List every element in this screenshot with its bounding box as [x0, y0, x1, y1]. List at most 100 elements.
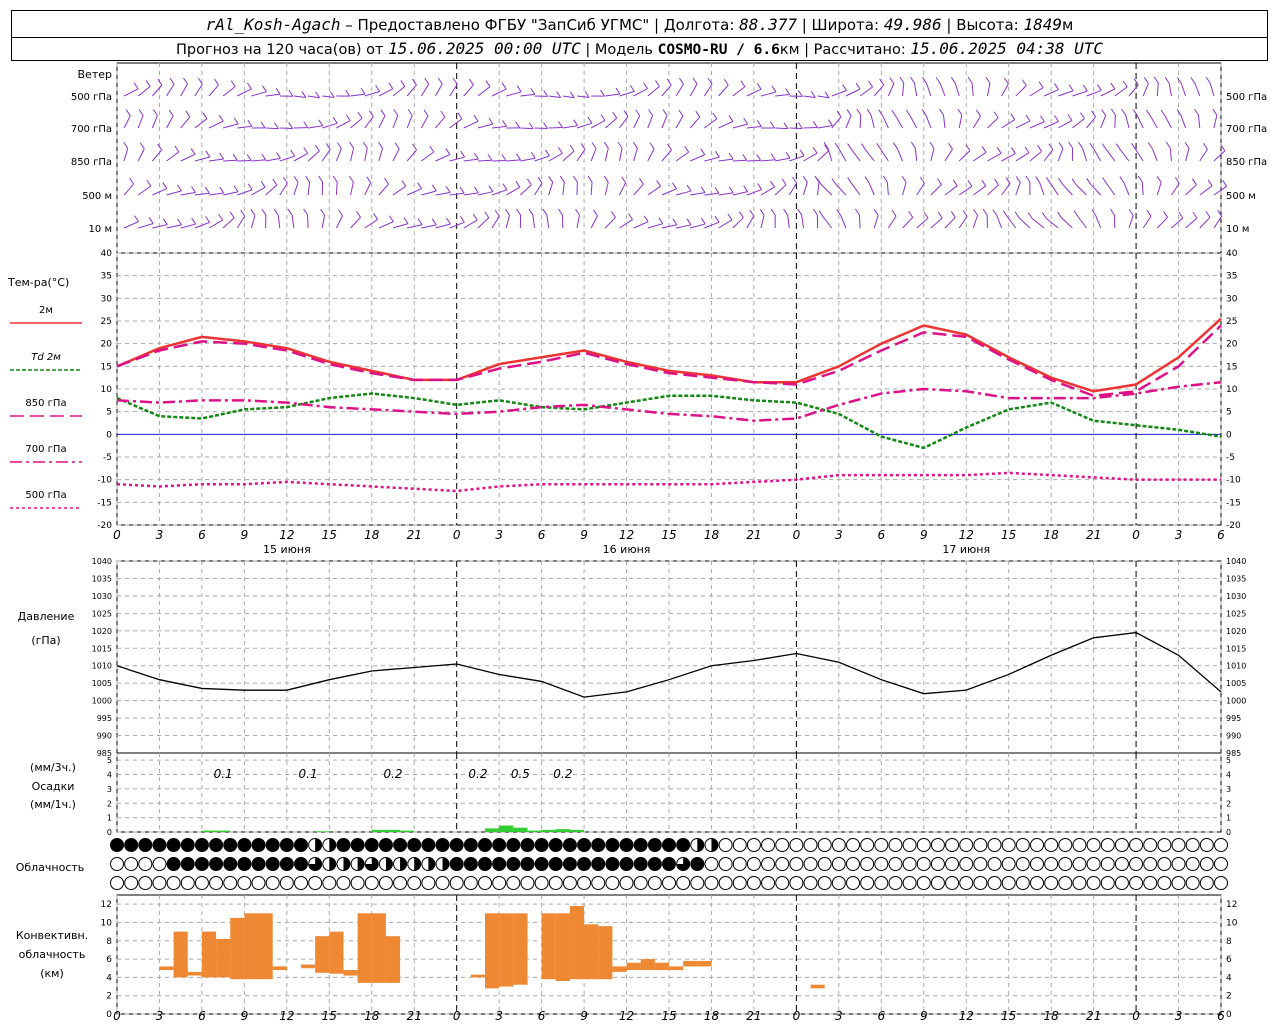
- temp-ytick-right: 5: [1226, 408, 1232, 418]
- wind-barb-flag: [378, 142, 383, 149]
- cloud-cover-circle: [732, 876, 747, 890]
- cloud-cover-circle: [775, 838, 790, 852]
- wind-barb-flag: [611, 211, 616, 218]
- wind-barb: [463, 120, 479, 129]
- wind-barb: [492, 125, 507, 129]
- wind-barb: [987, 152, 1002, 162]
- wind-barb-flag: [1205, 77, 1211, 84]
- wind-barb: [820, 184, 833, 196]
- wind-barb-flag: [569, 91, 575, 99]
- temp-xtick-label: 21: [1086, 528, 1101, 542]
- wind-barb: [590, 148, 597, 162]
- wind-barb-flag: [515, 121, 521, 129]
- wind-level-label-right: 850 гПа: [1226, 157, 1267, 168]
- model-unit: км: [779, 42, 800, 58]
- wind-barb: [845, 115, 852, 129]
- wind-barb-flag: [315, 91, 320, 99]
- wind-barb: [926, 83, 932, 97]
- cloud-cover-circle: [1072, 838, 1087, 852]
- wind-barb: [675, 190, 692, 196]
- wind-barb: [1114, 86, 1128, 97]
- conv-ytick-left: 6: [106, 955, 112, 965]
- wind-barb: [1209, 83, 1215, 97]
- pressure-ytick-right: 1025: [1226, 609, 1246, 618]
- wind-barb-flag: [714, 186, 720, 194]
- wind-barb-flag: [1068, 141, 1073, 149]
- cloud-cover-sector: [400, 857, 407, 871]
- wind-barb-flag: [962, 210, 968, 217]
- wind-barb: [1194, 83, 1201, 97]
- cloud-cover-full: [266, 857, 280, 871]
- cloud-cover-full: [124, 838, 138, 852]
- wind-barb: [364, 90, 380, 97]
- wind-barb: [562, 125, 578, 129]
- wind-barb: [604, 217, 616, 229]
- precip-3h-label: 0.1: [214, 767, 233, 781]
- temp-ytick-left: -15: [97, 498, 112, 508]
- wind-barb: [732, 159, 747, 162]
- wind-barb-flag: [1101, 109, 1107, 116]
- wind-barb-flag: [1122, 80, 1128, 88]
- pressure-ytick-right: 1030: [1226, 592, 1246, 601]
- precip-bar: [485, 828, 500, 832]
- conv-bar: [626, 962, 641, 971]
- wind-barb: [435, 116, 446, 129]
- wind-barb-flag: [864, 176, 870, 183]
- cloud-cover-circle: [676, 876, 691, 890]
- pressure-ytick-left: 995: [97, 714, 112, 723]
- wind-barb: [870, 115, 875, 129]
- wind-barb: [166, 83, 175, 97]
- cloud-cover-sector: [365, 857, 379, 871]
- wind-barb-flag: [1003, 77, 1009, 85]
- cloud-cover-full: [252, 838, 266, 852]
- wind-barb-flag: [373, 213, 379, 220]
- conv-bar: [555, 913, 570, 982]
- wind-barb: [576, 149, 586, 162]
- wind-barb-flag: [162, 218, 168, 225]
- wind-barb-flag: [891, 109, 897, 117]
- pressure-ytick-right: 1005: [1226, 679, 1246, 688]
- wind-barb-flag: [440, 110, 446, 118]
- pressure-title: Давление: [18, 610, 75, 623]
- wind-barb: [180, 191, 196, 196]
- conv-title-3: (км): [40, 967, 64, 980]
- precip-title-bottom: (мм/1ч.): [30, 798, 76, 811]
- wind-barb-flag: [394, 142, 400, 150]
- wind-barb: [477, 159, 492, 162]
- wind-barb-flag: [1160, 109, 1166, 117]
- wind-barb-flag: [1058, 142, 1064, 149]
- cloud-cover-circle: [888, 876, 903, 890]
- cloud-cover-circle: [562, 876, 577, 890]
- conv-bar: [513, 913, 528, 985]
- wind-barb: [604, 117, 618, 129]
- wind-barb: [279, 182, 288, 196]
- cloud-cover-circle: [647, 876, 662, 890]
- wind-barb: [647, 85, 660, 97]
- wind-barb: [166, 115, 174, 129]
- wind-barb: [1043, 89, 1059, 97]
- wind-level-label: 10 м: [89, 224, 112, 235]
- wind-barb-flag: [635, 109, 641, 117]
- wind-barb-flag: [771, 85, 777, 93]
- wind-barb-flag: [967, 76, 973, 84]
- cloud-cover-full: [591, 838, 605, 852]
- wind-barb-flag: [303, 208, 309, 216]
- wind-barb-flag: [623, 110, 629, 117]
- cloud-cover-circle: [1058, 838, 1073, 852]
- cloud-cover-circle: [846, 857, 860, 871]
- wind-barb: [1171, 183, 1180, 196]
- day-label: 17 июня: [942, 543, 990, 556]
- wind-barb-flag: [923, 211, 929, 219]
- wind-barb: [293, 182, 299, 196]
- temp-xtick-label: 0: [113, 528, 121, 542]
- cloud-cover-circle: [1001, 838, 1016, 852]
- cloud-cover-full: [648, 838, 662, 852]
- wind-barb-flag: [431, 218, 437, 226]
- wind-barb: [760, 215, 765, 229]
- cloud-cover-circle: [888, 857, 903, 871]
- wind-barb: [775, 94, 790, 97]
- cloud-cover-circle: [973, 876, 988, 890]
- cloud-cover-circle: [279, 876, 294, 890]
- wind-barb: [1061, 217, 1073, 229]
- wind-barb-flag: [873, 209, 879, 216]
